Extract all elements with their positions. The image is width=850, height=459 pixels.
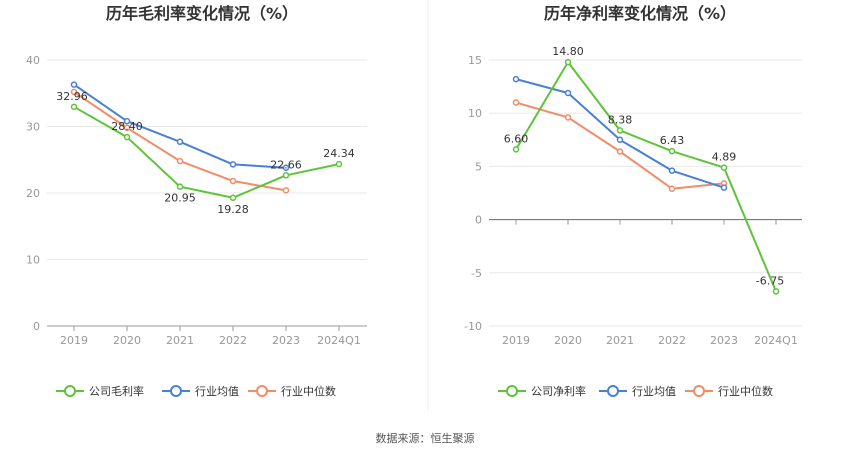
x-tick-label: 2022 <box>219 334 247 347</box>
net-data-point[interactable] <box>668 167 676 174</box>
gross-margin-chart: 0 10 20 30 40 2019 2020 2021 2022 2023 2024Q1 32.96… <box>26 54 367 347</box>
y-tick-label: 15 <box>468 54 482 67</box>
gross-data-point[interactable] <box>123 133 131 141</box>
gross-data-label: 28.40 <box>111 120 143 133</box>
gross-data-point[interactable] <box>70 103 78 111</box>
data-source: 数据来源：恒生聚源 <box>376 431 475 445</box>
gross-data-point[interactable] <box>282 164 290 171</box>
y-tick-label: 0 <box>475 214 482 227</box>
gross-data-point[interactable] <box>70 88 78 96</box>
gross-data-point[interactable] <box>229 177 237 185</box>
gross-data-label: 19.28 <box>217 203 249 216</box>
gross-data-point[interactable] <box>229 161 237 168</box>
net-data-point[interactable] <box>512 75 520 83</box>
net-data-label: 4.89 <box>712 151 737 164</box>
net-data-point[interactable] <box>720 164 728 171</box>
gross-data-point[interactable] <box>123 117 131 125</box>
net-margin-legend: 公司净利率 行业均值 行业中位数 <box>498 384 773 398</box>
x-tick-label: 2019 <box>60 334 88 347</box>
net-data-point[interactable] <box>564 58 572 66</box>
legend-marker-icon <box>506 385 518 397</box>
x-tick-label: 2021 <box>166 334 194 347</box>
legend-label: 行业均值 <box>632 385 676 398</box>
legend-item-0[interactable]: 公司净利率 <box>498 384 586 398</box>
y-tick-label: 20 <box>26 187 40 200</box>
gross-data-point[interactable] <box>123 124 131 132</box>
gross-data-point[interactable] <box>282 172 290 179</box>
x-tick-label: 2023 <box>272 334 300 347</box>
net-data-label: 6.43 <box>660 134 685 147</box>
gross-data-label: 32.96 <box>56 90 88 103</box>
legend-marker-icon <box>693 385 705 397</box>
x-tick-label: 2022 <box>658 334 686 347</box>
y-tick-label: 5 <box>475 160 482 173</box>
x-tick-label: 2024Q1 <box>317 334 361 347</box>
net-data-label: 8.38 <box>608 113 633 126</box>
x-tick-label: 2019 <box>502 334 530 347</box>
x-tick-label: 2020 <box>554 334 582 347</box>
net-series-line-0 <box>515 61 777 292</box>
net-margin-chart-title: 历年净利率变化情况（%） <box>544 4 736 23</box>
net-data-point[interactable] <box>616 127 624 134</box>
legend-item-0[interactable]: 公司毛利率 <box>56 384 144 398</box>
net-data-label: -6.75 <box>756 274 784 287</box>
net-data-point[interactable] <box>564 89 572 97</box>
legend-label: 行业中位数 <box>281 384 336 398</box>
y-tick-label: 10 <box>468 107 482 120</box>
gross-data-point[interactable] <box>176 183 184 190</box>
gross-series-line-0 <box>73 105 340 199</box>
net-data-point[interactable] <box>616 148 624 155</box>
legend-item-2[interactable]: 行业中位数 <box>685 384 773 398</box>
gross-data-point[interactable] <box>176 157 184 165</box>
net-data-point[interactable] <box>668 185 676 192</box>
x-tick-label: 2020 <box>113 334 141 347</box>
gross-data-label: 22.66 <box>270 158 302 171</box>
net-data-label: 14.80 <box>552 45 584 58</box>
net-data-label: 6.60 <box>504 132 529 145</box>
gross-data-point[interactable] <box>335 160 343 168</box>
legend-item-1[interactable]: 行业均值 <box>162 385 239 398</box>
net-data-point[interactable] <box>720 184 728 191</box>
y-tick-label: 40 <box>26 54 40 67</box>
y-tick-label: 10 <box>26 254 40 267</box>
gross-data-point[interactable] <box>229 194 237 202</box>
gross-data-label: 24.34 <box>323 147 355 160</box>
legend-label: 公司净利率 <box>531 384 586 398</box>
legend-item-1[interactable]: 行业均值 <box>599 385 676 398</box>
gross-data-point[interactable] <box>70 81 78 88</box>
net-data-point[interactable] <box>668 147 676 155</box>
net-data-point[interactable] <box>772 288 780 295</box>
net-data-point[interactable] <box>512 146 520 153</box>
legend-label: 公司毛利率 <box>89 384 144 398</box>
net-margin-chart: -10 -5 0 5 10 15 2019 2020 2021 2022 2023 2024Q1 6.6… <box>464 45 802 347</box>
gross-data-point[interactable] <box>282 187 290 194</box>
x-tick-label: 2021 <box>606 334 634 347</box>
y-tick-label: 0 <box>33 320 40 333</box>
legend-item-2[interactable]: 行业中位数 <box>248 384 336 398</box>
gross-data-label: 20.95 <box>164 192 196 205</box>
gross-margin-chart-title: 历年毛利率变化情况（%） <box>106 4 298 23</box>
net-data-point[interactable] <box>512 99 520 106</box>
legend-marker-icon <box>64 385 76 397</box>
gross-data-point[interactable] <box>176 138 184 146</box>
net-data-point[interactable] <box>564 114 572 121</box>
legend-marker-icon <box>256 385 268 397</box>
legend-marker-icon <box>607 385 619 397</box>
x-tick-label: 2023 <box>710 334 738 347</box>
legend-label: 行业中位数 <box>718 384 773 398</box>
x-tick-label: 2024Q1 <box>754 334 798 347</box>
net-data-point[interactable] <box>616 136 624 144</box>
legend-label: 行业均值 <box>195 385 239 398</box>
y-tick-label: -5 <box>471 267 482 280</box>
gross-margin-legend: 公司毛利率 行业均值 行业中位数 <box>56 384 336 398</box>
legend-marker-icon <box>170 385 182 397</box>
y-tick-label: 30 <box>26 121 40 134</box>
y-tick-label: -10 <box>464 320 482 333</box>
